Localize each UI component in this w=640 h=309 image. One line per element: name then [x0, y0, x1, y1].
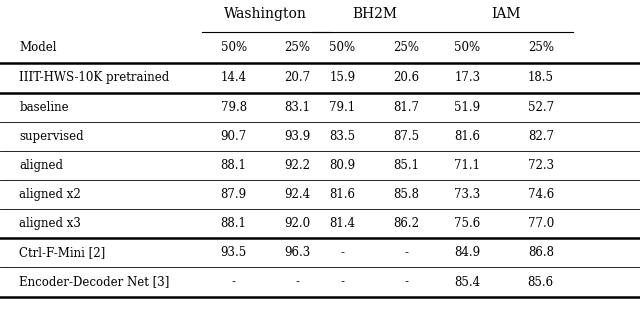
Text: IAM: IAM	[491, 7, 520, 21]
Text: BH2M: BH2M	[352, 7, 397, 21]
Text: 52.7: 52.7	[528, 101, 554, 114]
Text: 51.9: 51.9	[454, 101, 480, 114]
Text: 79.8: 79.8	[221, 101, 246, 114]
Text: 83.5: 83.5	[330, 130, 355, 143]
Text: 85.6: 85.6	[528, 276, 554, 289]
Text: 74.6: 74.6	[527, 188, 554, 201]
Text: baseline: baseline	[19, 101, 69, 114]
Text: -: -	[296, 276, 300, 289]
Text: 25%: 25%	[528, 41, 554, 54]
Text: 90.7: 90.7	[220, 130, 247, 143]
Text: 85.1: 85.1	[394, 159, 419, 172]
Text: Model: Model	[19, 41, 57, 54]
Text: 81.6: 81.6	[330, 188, 355, 201]
Text: 50%: 50%	[221, 41, 246, 54]
Text: 82.7: 82.7	[528, 130, 554, 143]
Text: IIIT-HWS-10K pretrained: IIIT-HWS-10K pretrained	[19, 71, 170, 84]
Text: aligned x2: aligned x2	[19, 188, 81, 201]
Text: 87.9: 87.9	[221, 188, 246, 201]
Text: 83.1: 83.1	[285, 101, 310, 114]
Text: -: -	[404, 276, 408, 289]
Text: 86.8: 86.8	[528, 246, 554, 259]
Text: 88.1: 88.1	[221, 159, 246, 172]
Text: Ctrl-F-Mini [2]: Ctrl-F-Mini [2]	[19, 246, 106, 259]
Text: aligned x3: aligned x3	[19, 217, 81, 230]
Text: 25%: 25%	[394, 41, 419, 54]
Text: -: -	[340, 276, 344, 289]
Text: 73.3: 73.3	[454, 188, 481, 201]
Text: 50%: 50%	[330, 41, 355, 54]
Text: 92.4: 92.4	[285, 188, 310, 201]
Text: 25%: 25%	[285, 41, 310, 54]
Text: 93.5: 93.5	[220, 246, 247, 259]
Text: supervised: supervised	[19, 130, 84, 143]
Text: 80.9: 80.9	[330, 159, 355, 172]
Text: Washington: Washington	[224, 7, 307, 21]
Text: 79.1: 79.1	[330, 101, 355, 114]
Text: 75.6: 75.6	[454, 217, 481, 230]
Text: 81.7: 81.7	[394, 101, 419, 114]
Text: 72.3: 72.3	[528, 159, 554, 172]
Text: 93.9: 93.9	[284, 130, 311, 143]
Text: 50%: 50%	[454, 41, 480, 54]
Text: 96.3: 96.3	[284, 246, 311, 259]
Text: Encoder-Decoder Net [3]: Encoder-Decoder Net [3]	[19, 276, 170, 289]
Text: 85.8: 85.8	[394, 188, 419, 201]
Text: 86.2: 86.2	[394, 217, 419, 230]
Text: 18.5: 18.5	[528, 71, 554, 84]
Text: -: -	[340, 246, 344, 259]
Text: 71.1: 71.1	[454, 159, 480, 172]
Text: aligned: aligned	[19, 159, 63, 172]
Text: 87.5: 87.5	[394, 130, 419, 143]
Text: 20.6: 20.6	[394, 71, 419, 84]
Text: 81.6: 81.6	[454, 130, 480, 143]
Text: 85.4: 85.4	[454, 276, 480, 289]
Text: 20.7: 20.7	[285, 71, 310, 84]
Text: 88.1: 88.1	[221, 217, 246, 230]
Text: 84.9: 84.9	[454, 246, 480, 259]
Text: -: -	[404, 246, 408, 259]
Text: 92.0: 92.0	[285, 217, 310, 230]
Text: 15.9: 15.9	[330, 71, 355, 84]
Text: 81.4: 81.4	[330, 217, 355, 230]
Text: 77.0: 77.0	[527, 217, 554, 230]
Text: 14.4: 14.4	[221, 71, 246, 84]
Text: 92.2: 92.2	[285, 159, 310, 172]
Text: 17.3: 17.3	[454, 71, 480, 84]
Text: -: -	[232, 276, 236, 289]
